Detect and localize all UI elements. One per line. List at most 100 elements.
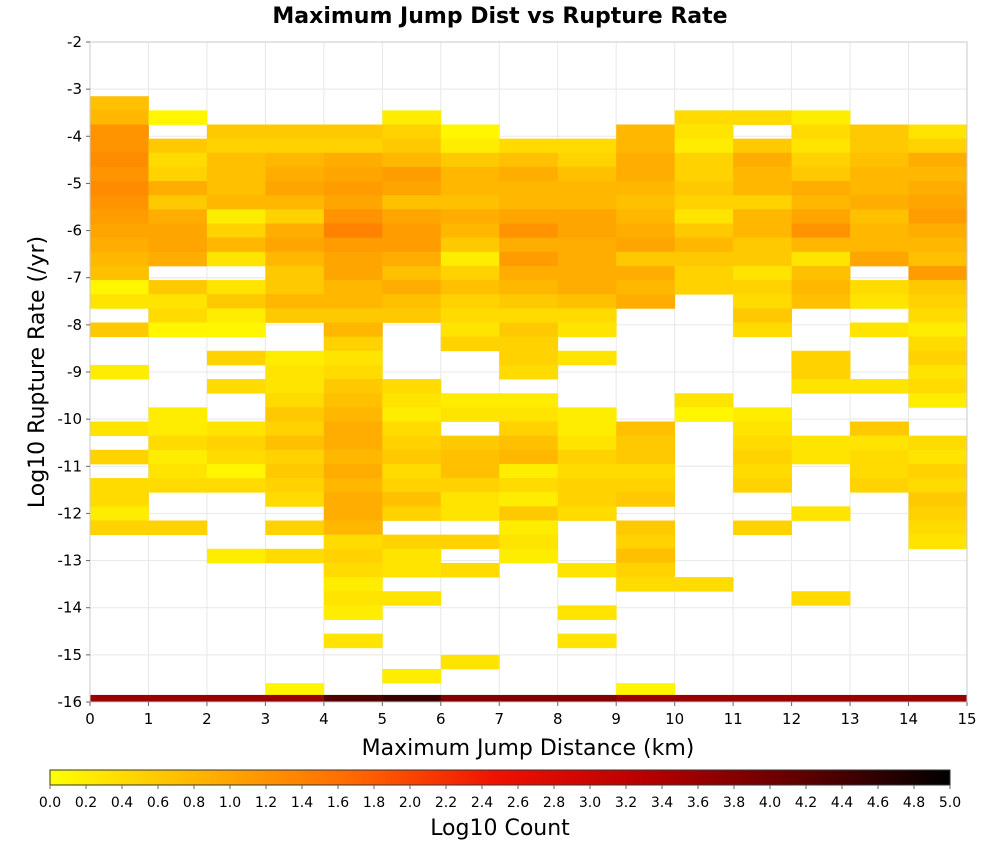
heatmap-cell xyxy=(265,124,325,140)
heatmap-cell xyxy=(791,251,851,267)
heatmap-cell xyxy=(323,124,383,140)
heatmap-cell xyxy=(499,280,559,295)
colorbar-tick-label: 3.4 xyxy=(651,795,673,811)
heatmap-cell xyxy=(323,421,383,437)
heatmap-cell xyxy=(557,265,617,281)
heatmap-cell xyxy=(499,195,559,210)
heatmap-cell xyxy=(382,421,442,437)
heatmap-cell xyxy=(557,449,617,465)
heatmap-cell xyxy=(382,506,442,521)
heatmap-cell xyxy=(265,492,325,507)
heatmap-cell xyxy=(616,223,676,239)
heatmap-cell xyxy=(616,449,676,465)
heatmap-cell xyxy=(499,520,559,536)
heatmap-cell xyxy=(616,138,676,154)
heatmap-cell xyxy=(323,577,383,592)
heatmap-cell xyxy=(323,280,383,295)
heatmap-cell xyxy=(733,265,792,281)
heatmap-cell xyxy=(206,463,266,479)
heatmap-cell xyxy=(499,166,559,182)
heatmap-cell xyxy=(674,393,734,408)
heatmap-cell xyxy=(791,138,851,154)
strip-cell xyxy=(908,694,968,702)
heatmap-cell xyxy=(90,152,149,168)
heatmap-cell xyxy=(908,435,968,451)
heatmap-cell xyxy=(148,407,208,422)
heatmap-cell xyxy=(440,407,500,422)
heatmap-cell xyxy=(616,577,676,592)
heatmap-cell xyxy=(908,350,968,366)
heatmap-cell xyxy=(90,209,149,224)
heatmap-cell xyxy=(265,449,325,465)
heatmap-cell xyxy=(850,237,909,253)
heatmap-cell xyxy=(791,350,851,366)
heatmap-cell xyxy=(791,124,851,140)
heatmap-cell xyxy=(908,124,968,140)
heatmap-cell xyxy=(265,308,325,323)
heatmap-cell xyxy=(148,223,208,239)
heatmap-cell xyxy=(908,294,968,309)
heatmap-cell xyxy=(323,478,383,493)
heatmap-cell xyxy=(382,407,442,422)
heatmap-cell xyxy=(674,209,734,224)
heatmap-cell xyxy=(382,379,442,394)
heatmap-cell xyxy=(90,520,149,536)
heatmap-cell xyxy=(499,265,559,281)
heatmap-cell xyxy=(382,265,442,281)
heatmap-cell xyxy=(382,449,442,465)
heatmap-cell xyxy=(90,478,149,493)
heatmap-cell xyxy=(499,364,559,380)
heatmap-cell xyxy=(323,138,383,154)
colorbar-tick-label: 1.0 xyxy=(219,795,241,811)
heatmap-cell xyxy=(265,223,325,239)
heatmap-cell xyxy=(850,294,909,309)
heatmap-cell xyxy=(323,237,383,253)
x-tick-label: 10 xyxy=(665,710,684,728)
heatmap-cell xyxy=(733,166,792,182)
colorbar-tick-label: 2.6 xyxy=(507,795,529,811)
x-tick-label: 7 xyxy=(494,710,504,728)
heatmap-cell xyxy=(90,492,149,507)
heatmap-cell xyxy=(791,166,851,182)
heatmap-cell xyxy=(90,421,149,437)
heatmap-cell xyxy=(323,265,383,281)
heatmap-cell xyxy=(499,350,559,366)
heatmap-cell xyxy=(206,548,266,564)
x-tick-label: 6 xyxy=(436,710,446,728)
heatmap-cell xyxy=(323,379,383,394)
heatmap-cell xyxy=(733,463,792,479)
colorbar-tick-label: 0.4 xyxy=(111,795,133,811)
heatmap-cell xyxy=(850,421,909,437)
heatmap-cell xyxy=(323,294,383,309)
heatmap-cell xyxy=(206,308,266,323)
heatmap-cell xyxy=(206,379,266,394)
heatmap-cells xyxy=(90,96,968,698)
heatmap-cell xyxy=(440,280,500,295)
heatmap-cell xyxy=(382,209,442,224)
heatmap-cell xyxy=(733,138,792,154)
x-tick-label: 14 xyxy=(899,710,918,728)
heatmap-cell xyxy=(440,181,500,196)
heatmap-cell xyxy=(616,209,676,224)
heatmap-cell xyxy=(908,364,968,380)
heatmap-cell xyxy=(791,591,851,606)
heatmap-cell xyxy=(148,138,208,154)
x-tick-label: 3 xyxy=(261,710,271,728)
heatmap-cell xyxy=(148,166,208,182)
heatmap-cell xyxy=(90,506,149,521)
strip-cell xyxy=(440,694,500,702)
colorbar-tick-label: 0.0 xyxy=(39,795,61,811)
heatmap-cell xyxy=(616,548,676,564)
x-tick-label: 15 xyxy=(957,710,976,728)
heatmap-cell xyxy=(440,223,500,239)
heatmap-cell xyxy=(90,124,149,140)
heatmap-cell xyxy=(850,280,909,295)
heatmap-cell xyxy=(616,237,676,253)
heatmap-cell xyxy=(557,308,617,323)
y-tick-label: -13 xyxy=(58,552,83,570)
colorbar-tick-label: 2.2 xyxy=(435,795,457,811)
heatmap-cell xyxy=(323,562,383,578)
heatmap-cell xyxy=(206,294,266,309)
heatmap-cell xyxy=(382,166,442,182)
